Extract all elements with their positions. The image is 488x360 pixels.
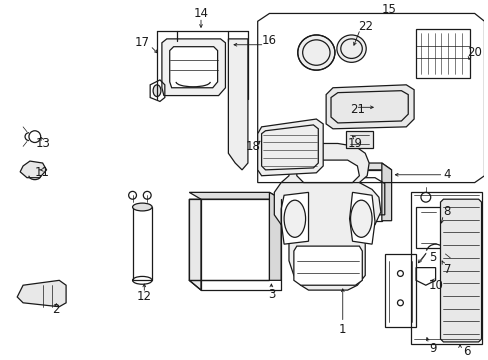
Polygon shape (440, 199, 481, 342)
Ellipse shape (297, 35, 334, 70)
Text: 12: 12 (137, 291, 151, 303)
Polygon shape (162, 39, 225, 95)
Text: 16: 16 (262, 34, 276, 47)
Ellipse shape (153, 85, 161, 96)
Bar (371, 104, 401, 124)
Text: 6: 6 (462, 345, 469, 358)
Ellipse shape (350, 200, 371, 237)
Bar (415, 29, 469, 78)
Bar (410, 192, 481, 344)
Polygon shape (325, 85, 413, 129)
Polygon shape (381, 163, 391, 221)
Polygon shape (308, 163, 391, 170)
Polygon shape (169, 47, 217, 88)
Text: 20: 20 (467, 46, 481, 59)
Polygon shape (349, 192, 374, 244)
Text: 5: 5 (428, 251, 435, 264)
Text: 17: 17 (135, 36, 149, 49)
Bar (132, 207, 152, 280)
Text: 15: 15 (381, 3, 395, 16)
Text: 7: 7 (443, 263, 450, 276)
Text: 4: 4 (443, 168, 450, 181)
Text: 9: 9 (428, 342, 435, 355)
Polygon shape (257, 119, 323, 176)
Bar (384, 254, 415, 327)
Polygon shape (228, 39, 247, 170)
Polygon shape (274, 144, 380, 290)
Polygon shape (269, 192, 281, 280)
Text: 22: 22 (357, 20, 372, 33)
Polygon shape (293, 246, 362, 285)
Text: 14: 14 (193, 7, 208, 20)
Polygon shape (281, 192, 308, 244)
Text: 2: 2 (53, 303, 60, 316)
Bar (189, 199, 269, 280)
Text: 13: 13 (35, 137, 50, 150)
Polygon shape (17, 280, 66, 307)
Text: 3: 3 (267, 288, 275, 301)
Ellipse shape (132, 203, 152, 211)
Polygon shape (296, 160, 359, 183)
Ellipse shape (336, 35, 366, 62)
Ellipse shape (284, 200, 305, 237)
Text: 19: 19 (347, 137, 362, 150)
Polygon shape (20, 161, 46, 178)
Text: 1: 1 (338, 323, 346, 336)
Bar (345, 131, 372, 148)
Text: 21: 21 (349, 103, 364, 116)
Bar (308, 170, 381, 221)
Text: 10: 10 (427, 279, 442, 292)
Text: 11: 11 (35, 166, 50, 179)
Text: 18: 18 (245, 140, 260, 153)
Polygon shape (189, 199, 201, 290)
Text: 8: 8 (443, 206, 450, 219)
Bar (415, 207, 440, 248)
Polygon shape (189, 192, 281, 199)
